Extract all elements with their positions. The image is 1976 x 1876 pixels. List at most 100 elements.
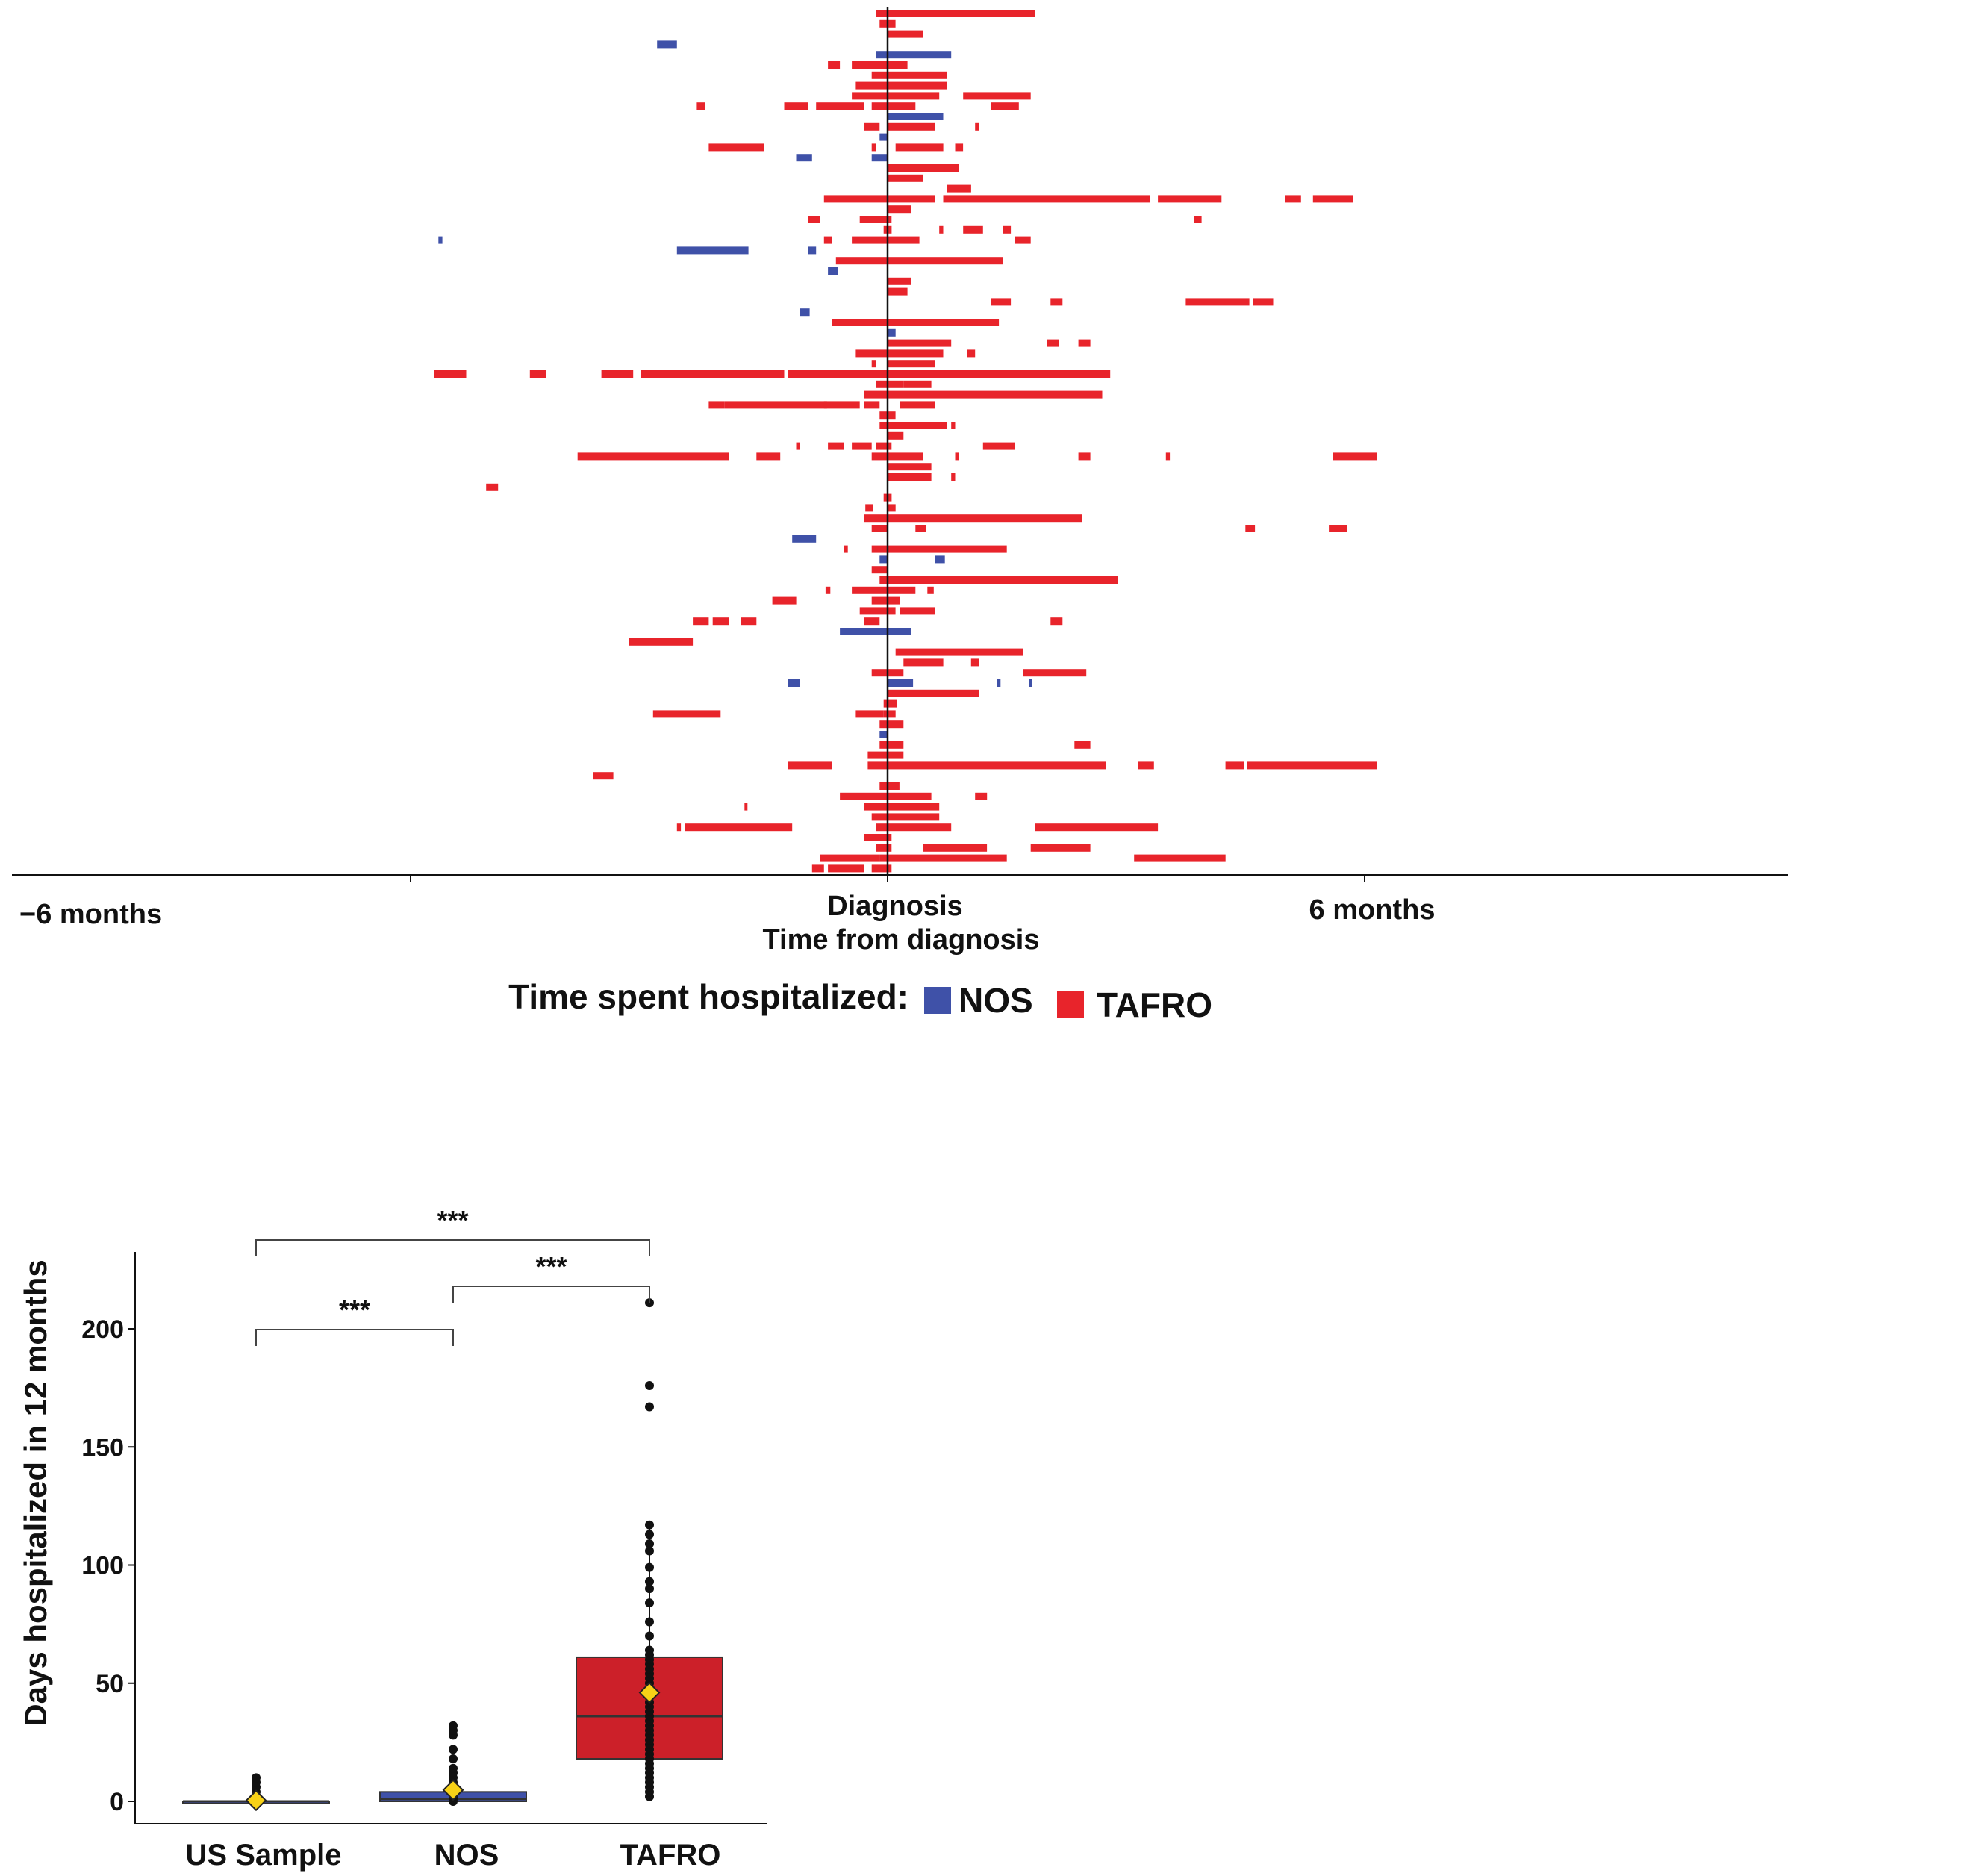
hospitalization-bar-tafro bbox=[975, 122, 979, 131]
hospitalization-bar-tafro bbox=[434, 370, 467, 378]
hospitalization-bar-tafro bbox=[828, 442, 844, 450]
mean-marker bbox=[638, 1681, 661, 1704]
hospitalization-bar-tafro bbox=[796, 442, 800, 450]
hospitalization-bar-tafro bbox=[712, 617, 729, 626]
hospitalization-bar-tafro bbox=[828, 864, 864, 873]
hospitalization-bar-tafro bbox=[865, 504, 873, 512]
hospitalization-bar-tafro bbox=[1329, 525, 1347, 532]
hospitalization-bar-tafro bbox=[864, 401, 880, 409]
hospitalization-bar-tafro bbox=[1158, 195, 1222, 203]
hospitalization-bar-tafro bbox=[879, 720, 904, 729]
hospitalization-bar-tafro bbox=[867, 761, 888, 770]
hospitalization-bar-tafro bbox=[888, 277, 911, 285]
hospitalization-bar-tafro bbox=[871, 452, 888, 461]
x-tick-label: Diagnosis bbox=[827, 891, 963, 922]
data-point bbox=[645, 1520, 654, 1530]
hospitalization-bar-tafro bbox=[741, 617, 757, 626]
hospitalization-bar-tafro bbox=[1050, 617, 1063, 626]
hospitalization-bar-tafro bbox=[888, 174, 923, 182]
hospitalization-bar-tafro bbox=[864, 122, 880, 131]
hospitalization-bar-tafro bbox=[975, 792, 988, 800]
hospitalization-bar-tafro bbox=[772, 596, 797, 605]
hospitalization-bar-nos bbox=[657, 40, 677, 49]
hospitalization-bar-tafro bbox=[601, 370, 634, 378]
hospitalization-bar-tafro bbox=[895, 648, 1023, 656]
x-category-label: TAFRO bbox=[620, 1839, 721, 1872]
data-point bbox=[645, 1631, 654, 1641]
hospitalization-bar-tafro bbox=[871, 525, 888, 532]
hospitalization-bar-nos bbox=[828, 267, 838, 275]
hospitalization-bar-tafro bbox=[982, 442, 1015, 450]
hospitalization-bar-tafro bbox=[879, 782, 900, 790]
hospitalization-bar-tafro bbox=[1078, 452, 1091, 461]
hospitalization-bar-tafro bbox=[923, 844, 988, 852]
hospitalization-bar-tafro bbox=[888, 122, 935, 131]
hospitalization-bar-nos bbox=[879, 133, 888, 141]
hospitalization-bar-tafro bbox=[629, 638, 694, 646]
hospitalization-bar-nos bbox=[1029, 679, 1032, 687]
data-point bbox=[645, 1380, 654, 1390]
hospitalization-bar-tafro bbox=[871, 360, 876, 368]
hospitalization-bar-tafro bbox=[1138, 761, 1154, 770]
boxplot-y-ticks: 0 50 100 150 200 bbox=[81, 1315, 135, 1816]
hospitalization-bar-tafro bbox=[879, 422, 947, 429]
hospitalization-bar-tafro bbox=[888, 463, 932, 471]
hospitalization-bar-tafro bbox=[900, 607, 935, 615]
hospitalization-bar-tafro bbox=[724, 401, 860, 409]
hospitalization-bar-tafro bbox=[876, 10, 1035, 17]
legend-swatch-nos bbox=[924, 987, 951, 1014]
hospitalization-bar-tafro bbox=[895, 143, 944, 152]
significance-bracket bbox=[255, 1329, 454, 1346]
y-axis-label: Days hospitalized in 12 months bbox=[18, 1259, 53, 1726]
hospitalization-bar-tafro bbox=[915, 525, 926, 532]
hospitalization-bar-tafro bbox=[1333, 452, 1377, 461]
data-point bbox=[252, 1773, 261, 1783]
hospitalization-bar-tafro bbox=[652, 710, 721, 718]
y-tick-label: 200 bbox=[81, 1315, 124, 1344]
hospitalization-bar-nos bbox=[808, 246, 817, 255]
y-tick-label: 150 bbox=[81, 1433, 124, 1462]
hospitalization-bar-tafro bbox=[864, 803, 940, 811]
hospitalization-bar-tafro bbox=[676, 823, 682, 832]
hospitalization-bar-tafro bbox=[1285, 195, 1301, 203]
hospitalization-bar-tafro bbox=[871, 143, 876, 152]
hospitalization-bar-nos bbox=[676, 246, 749, 255]
hospitalization-bar-tafro bbox=[855, 710, 884, 718]
hospitalization-bar-nos bbox=[876, 51, 952, 59]
hospitalization-bar-tafro bbox=[784, 102, 808, 110]
x-axis-label: Time from diagnosis bbox=[763, 924, 1040, 956]
hospitalization-bar-nos bbox=[792, 535, 817, 543]
timeline-chart: −6 months Diagnosis 6 months Time from dia… bbox=[12, 7, 1788, 1024]
hospitalization-bar-tafro bbox=[788, 370, 1111, 378]
hospitalization-bar-tafro bbox=[951, 422, 956, 429]
hospitalization-bar-tafro bbox=[1023, 669, 1087, 677]
hospitalization-bar-tafro bbox=[943, 195, 1150, 203]
hospitalization-bar-tafro bbox=[876, 442, 892, 450]
significance-label: *** bbox=[339, 1294, 370, 1325]
hospitalization-bar-nos bbox=[935, 555, 945, 564]
hospitalization-bar-tafro bbox=[852, 442, 872, 450]
hospitalization-bar-tafro bbox=[1047, 339, 1059, 347]
hospitalization-bar-tafro bbox=[820, 854, 880, 862]
data-point bbox=[645, 1577, 654, 1586]
hospitalization-bar-tafro bbox=[823, 401, 827, 409]
hospitalization-bar-tafro bbox=[744, 803, 748, 811]
hospitalization-bar-nos bbox=[888, 328, 896, 337]
hospitalization-bar-tafro bbox=[876, 844, 892, 852]
hospitalization-bar-nos bbox=[796, 154, 812, 162]
x-category-label: US Sample bbox=[186, 1839, 342, 1872]
hospitalization-bar-tafro bbox=[859, 216, 892, 223]
hospitalization-bar-tafro bbox=[1245, 525, 1256, 532]
legend: Time spent hospitalized: NOS TAFRO bbox=[508, 977, 1212, 1024]
hospitalization-bar-tafro bbox=[900, 401, 935, 409]
hospitalization-bar-tafro bbox=[1253, 298, 1274, 306]
hospitalization-bar-tafro bbox=[816, 102, 864, 110]
x-category-label: NOS bbox=[434, 1839, 499, 1872]
hospitalization-bar-nos bbox=[888, 679, 914, 687]
hospitalization-bar-tafro bbox=[903, 380, 932, 388]
hospitalization-bar-tafro bbox=[888, 792, 932, 800]
hospitalization-bar-tafro bbox=[852, 586, 916, 594]
hospitalization-bar-tafro bbox=[888, 360, 935, 368]
y-tick-label: 100 bbox=[81, 1552, 124, 1580]
